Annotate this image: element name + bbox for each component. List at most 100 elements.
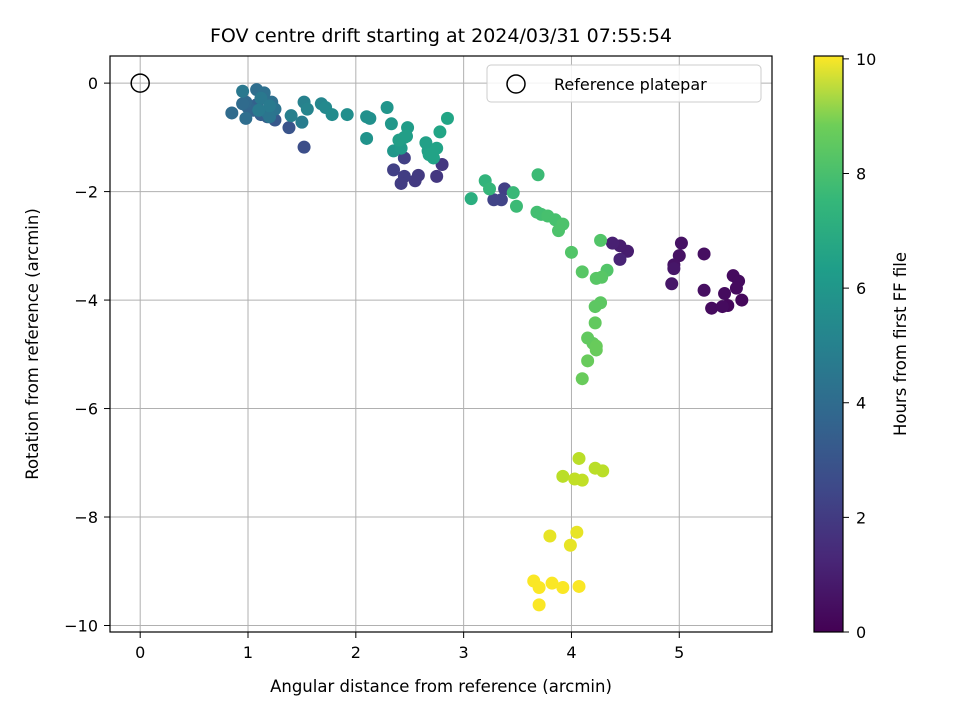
legend-box: [486, 64, 762, 103]
legend-marker: [506, 74, 526, 94]
data-point: [705, 301, 719, 315]
y-tick-label: −2: [74, 183, 98, 202]
data-point: [589, 343, 603, 357]
data-point: [295, 115, 309, 129]
legend-entry-reference: Reference platepar: [554, 75, 707, 94]
x-tick-label: 2: [351, 643, 361, 662]
data-point: [360, 131, 374, 145]
data-point: [556, 469, 570, 483]
data-point: [667, 262, 681, 276]
colorbar-tick-label: 8: [856, 164, 866, 183]
data-point: [575, 265, 589, 279]
data-point: [430, 141, 444, 155]
legend: Reference platepar: [486, 64, 762, 103]
data-point: [715, 300, 729, 314]
data-point: [254, 91, 268, 105]
data-point: [236, 84, 250, 98]
data-point: [605, 236, 619, 250]
data-point: [506, 186, 520, 200]
data-point: [297, 140, 311, 154]
data-point: [556, 581, 570, 595]
data-point: [552, 224, 566, 238]
data-point: [697, 283, 711, 297]
x-tick-label: 4: [566, 643, 576, 662]
y-axis-ticks: 0 −2 −4 −6 −8 −10: [64, 74, 110, 635]
data-point: [225, 106, 239, 120]
data-point: [596, 464, 610, 478]
data-point: [282, 121, 296, 135]
data-point: [487, 193, 501, 207]
data-point: [300, 102, 314, 116]
colorbar-gradient: [814, 56, 843, 632]
colorbar-tick-label: 10: [856, 50, 876, 69]
data-point: [572, 451, 586, 465]
data-point: [408, 174, 422, 188]
x-tick-label: 5: [674, 643, 684, 662]
colorbar-label: Hours from first FF file: [891, 252, 910, 436]
data-point: [718, 287, 732, 301]
data-point: [697, 247, 711, 261]
data-point: [532, 598, 546, 612]
data-point: [581, 354, 595, 368]
data-point: [588, 316, 602, 330]
data-point: [545, 576, 559, 590]
data-point: [380, 101, 394, 115]
y-tick-label: −4: [74, 291, 98, 310]
data-point: [729, 281, 743, 295]
data-point: [284, 109, 298, 123]
data-point: [325, 108, 339, 122]
data-point: [236, 97, 250, 111]
data-point: [572, 579, 586, 593]
grid-lines: [110, 56, 772, 632]
data-point: [588, 300, 602, 314]
data-point: [543, 529, 557, 543]
data-point: [532, 581, 546, 595]
data-points: [225, 83, 749, 612]
y-tick-label: −10: [64, 616, 98, 635]
colorbar-ticks: 0 2 4 6 8 10: [843, 50, 876, 642]
y-axis-label: Rotation from reference (arcmin): [23, 208, 42, 480]
data-point: [399, 129, 413, 143]
x-tick-label: 3: [459, 643, 469, 662]
y-tick-label: −8: [74, 508, 98, 527]
x-axis-label: Angular distance from reference (arcmin): [270, 677, 612, 696]
data-point: [252, 103, 266, 117]
colorbar: 0 2 4 6 8 10 Hours from first FF file: [813, 50, 910, 642]
colorbar-tick-label: 2: [856, 508, 866, 527]
data-point: [397, 151, 411, 165]
data-point: [509, 199, 523, 213]
data-point: [433, 125, 447, 139]
y-tick-label: −6: [74, 400, 98, 419]
y-tick-label: 0: [88, 74, 98, 93]
data-point: [430, 169, 444, 183]
data-point: [263, 99, 277, 113]
x-tick-label: 1: [243, 643, 253, 662]
chart-title: FOV centre drift starting at 2024/03/31 …: [210, 25, 672, 47]
data-point: [575, 372, 589, 386]
colorbar-tick-label: 4: [856, 394, 866, 413]
data-point: [394, 176, 408, 190]
data-point: [531, 168, 545, 182]
data-point: [363, 111, 377, 125]
reference-platepar-marker: [130, 73, 150, 93]
data-point: [340, 108, 354, 122]
data-point: [613, 252, 627, 266]
colorbar-tick-label: 0: [856, 623, 866, 642]
data-point: [384, 117, 398, 131]
data-point: [563, 538, 577, 552]
x-tick-label: 0: [135, 643, 145, 662]
data-point: [594, 233, 608, 247]
data-point: [483, 182, 497, 196]
colorbar-frame: [813, 55, 844, 633]
data-point: [674, 236, 688, 250]
data-point: [564, 245, 578, 259]
data-point: [263, 110, 277, 124]
x-axis-ticks: 0 1 2 3 4 5: [135, 632, 684, 662]
data-point: [589, 271, 603, 285]
data-point: [440, 111, 454, 125]
data-point: [575, 473, 589, 487]
colorbar-tick-label: 6: [856, 279, 866, 298]
data-point: [665, 277, 679, 291]
